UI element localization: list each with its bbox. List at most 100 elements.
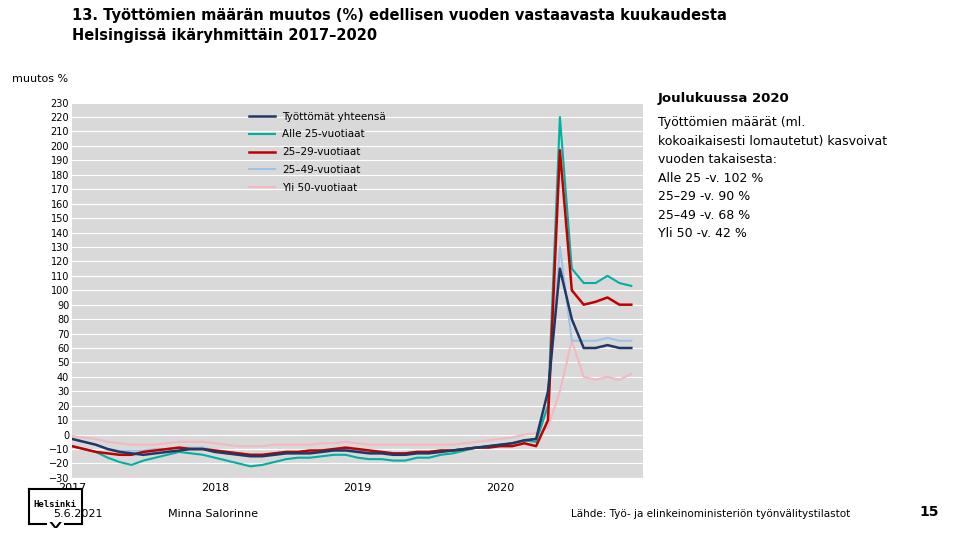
Työttömät yhteensä xyxy=(483,443,494,449)
25–49-vuotiaat xyxy=(304,449,316,455)
25–49-vuotiaat xyxy=(388,450,399,457)
25–49-vuotiaat xyxy=(340,446,351,453)
25–29-vuotiaat xyxy=(185,446,197,453)
Yli 50-vuotiaat xyxy=(470,438,482,445)
Alle 25-vuotiaat xyxy=(459,447,470,454)
25–29-vuotiaat xyxy=(518,440,530,447)
25–29-vuotiaat xyxy=(554,147,565,153)
25–49-vuotiaat xyxy=(114,447,126,454)
25–49-vuotiaat xyxy=(78,438,89,445)
Työttömät yhteensä xyxy=(66,436,78,442)
Yli 50-vuotiaat xyxy=(388,442,399,448)
Työttömät yhteensä xyxy=(150,450,161,457)
Alle 25-vuotiaat xyxy=(494,442,506,448)
25–29-vuotiaat xyxy=(507,443,518,449)
Yli 50-vuotiaat xyxy=(494,436,506,442)
25–49-vuotiaat xyxy=(328,446,340,453)
25–49-vuotiaat xyxy=(399,450,411,457)
Text: Helsingissä ikäryhmittäin 2017–2020: Helsingissä ikäryhmittäin 2017–2020 xyxy=(72,28,377,43)
25–29-vuotiaat xyxy=(328,446,340,453)
25–49-vuotiaat xyxy=(518,437,530,444)
Työttömät yhteensä xyxy=(90,442,102,448)
Yli 50-vuotiaat xyxy=(221,442,232,448)
Yli 50-vuotiaat xyxy=(340,438,351,445)
25–29-vuotiaat xyxy=(340,444,351,451)
Alle 25-vuotiaat xyxy=(304,455,316,461)
Yli 50-vuotiaat xyxy=(280,442,292,448)
25–29-vuotiaat xyxy=(578,301,589,308)
Line: Alle 25-vuotiaat: Alle 25-vuotiaat xyxy=(72,117,632,467)
Yli 50-vuotiaat xyxy=(589,376,601,383)
25–49-vuotiaat xyxy=(470,444,482,451)
Työttömät yhteensä xyxy=(114,449,126,455)
25–49-vuotiaat xyxy=(613,338,625,344)
25–49-vuotiaat xyxy=(423,449,435,455)
Alle 25-vuotiaat xyxy=(90,449,102,455)
Alle 25-vuotiaat xyxy=(435,451,446,458)
Alle 25-vuotiaat xyxy=(518,437,530,444)
25–49-vuotiaat xyxy=(269,450,280,457)
25–49-vuotiaat xyxy=(90,442,102,448)
25–49-vuotiaat xyxy=(185,444,197,451)
25–29-vuotiaat xyxy=(280,449,292,455)
Työttömät yhteensä xyxy=(293,450,304,457)
25–49-vuotiaat xyxy=(375,449,387,455)
Työttömät yhteensä xyxy=(102,446,113,453)
Alle 25-vuotiaat xyxy=(375,456,387,462)
25–29-vuotiaat xyxy=(626,301,637,308)
Yli 50-vuotiaat xyxy=(174,438,185,445)
25–29-vuotiaat xyxy=(256,451,268,458)
Yli 50-vuotiaat xyxy=(197,438,208,445)
25–49-vuotiaat xyxy=(137,447,149,454)
Alle 25-vuotiaat xyxy=(233,460,245,467)
Legend: Työttömät yhteensä, Alle 25-vuotiaat, 25–29-vuotiaat, 25–49-vuotiaat, Yli 50-vuo: Työttömät yhteensä, Alle 25-vuotiaat, 25… xyxy=(249,112,386,193)
Yli 50-vuotiaat xyxy=(554,388,565,395)
25–49-vuotiaat xyxy=(233,450,245,457)
Alle 25-vuotiaat xyxy=(161,451,173,458)
Alle 25-vuotiaat xyxy=(328,451,340,458)
Yli 50-vuotiaat xyxy=(459,440,470,447)
25–29-vuotiaat xyxy=(233,450,245,457)
25–29-vuotiaat xyxy=(150,447,161,454)
Alle 25-vuotiaat xyxy=(364,456,375,462)
Line: 25–49-vuotiaat: 25–49-vuotiaat xyxy=(72,247,632,455)
Alle 25-vuotiaat xyxy=(102,455,113,461)
Yli 50-vuotiaat xyxy=(602,374,613,380)
Yli 50-vuotiaat xyxy=(507,434,518,441)
Työttömät yhteensä xyxy=(137,451,149,458)
Alle 25-vuotiaat xyxy=(221,457,232,464)
25–29-vuotiaat xyxy=(245,451,256,458)
Työttömät yhteensä xyxy=(78,438,89,445)
25–49-vuotiaat xyxy=(447,447,459,454)
Alle 25-vuotiaat xyxy=(316,453,327,460)
Työttömät yhteensä xyxy=(542,388,554,395)
Työttömät yhteensä xyxy=(304,450,316,457)
Yli 50-vuotiaat xyxy=(566,338,578,344)
Työttömät yhteensä xyxy=(435,449,446,455)
Alle 25-vuotiaat xyxy=(626,282,637,289)
Yli 50-vuotiaat xyxy=(578,374,589,380)
Työttömät yhteensä xyxy=(209,449,221,455)
Text: Minna Salorinne: Minna Salorinne xyxy=(168,509,258,519)
Työttömät yhteensä xyxy=(233,451,245,458)
25–49-vuotiaat xyxy=(530,436,541,442)
25–49-vuotiaat xyxy=(293,449,304,455)
Yli 50-vuotiaat xyxy=(269,442,280,448)
25–29-vuotiaat xyxy=(351,446,363,453)
Alle 25-vuotiaat xyxy=(126,462,137,468)
Yli 50-vuotiaat xyxy=(90,436,102,442)
25–29-vuotiaat xyxy=(209,447,221,454)
Alle 25-vuotiaat xyxy=(483,443,494,449)
Yli 50-vuotiaat xyxy=(328,440,340,447)
25–29-vuotiaat xyxy=(66,443,78,449)
25–29-vuotiaat xyxy=(447,447,459,454)
25–29-vuotiaat xyxy=(174,444,185,451)
Työttömät yhteensä xyxy=(375,450,387,457)
25–29-vuotiaat xyxy=(388,450,399,457)
25–49-vuotiaat xyxy=(102,446,113,453)
25–49-vuotiaat xyxy=(578,338,589,344)
Line: Yli 50-vuotiaat: Yli 50-vuotiaat xyxy=(72,341,632,446)
Yli 50-vuotiaat xyxy=(209,440,221,447)
Alle 25-vuotiaat xyxy=(602,273,613,279)
25–29-vuotiaat xyxy=(90,449,102,455)
